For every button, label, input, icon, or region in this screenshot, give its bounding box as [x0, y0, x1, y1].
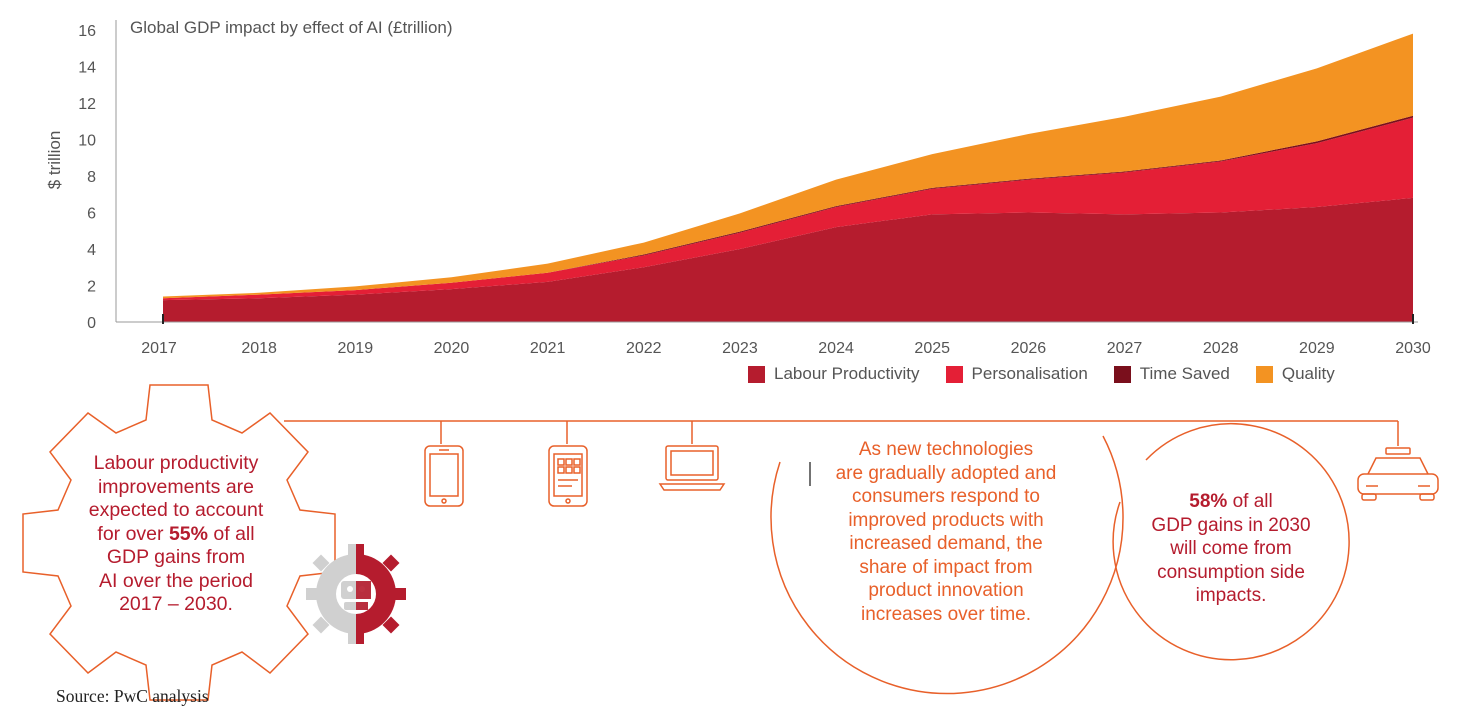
- y-tick-label: 0: [87, 315, 96, 332]
- chart-legend: Labour Productivity Personalisation Time…: [748, 362, 1335, 386]
- text-line: improved products with: [848, 509, 1044, 531]
- y-tick-label: 16: [78, 23, 96, 40]
- x-tick-label: 2023: [722, 340, 758, 357]
- text-line: consumption side: [1157, 561, 1305, 583]
- legend-swatch: [1113, 365, 1131, 383]
- y-tick-label: 2: [87, 279, 96, 296]
- text-line: 58% of all: [1126, 490, 1336, 514]
- laptop-icon: [658, 445, 726, 491]
- text-line: share of impact from: [859, 556, 1033, 578]
- y-axis-label: $ trillion: [45, 131, 64, 190]
- text-line: consumers respond to: [852, 486, 1040, 507]
- x-tick-label: 2025: [914, 340, 950, 357]
- area-labour-productivity: [163, 197, 1413, 322]
- callout-line: expected to account: [88, 499, 264, 521]
- callout-line: improvements are: [97, 475, 255, 498]
- robot-gear-icon: [306, 544, 406, 644]
- x-tick-label: 2030: [1395, 340, 1431, 357]
- y-tick-label: 14: [78, 60, 96, 77]
- text-line: GDP gains in 2030: [1151, 514, 1311, 536]
- legend-swatch: [945, 365, 963, 383]
- legend-item-time-saved: Time Saved: [1113, 364, 1230, 384]
- chart-areas: [163, 33, 1413, 322]
- x-tick-label: 2027: [1107, 340, 1143, 357]
- legend-item-personalisation: Personalisation: [945, 364, 1088, 384]
- y-tick-label: 4: [87, 242, 96, 259]
- gains-highlight: 58%: [1189, 491, 1228, 512]
- x-tick-label: 2028: [1203, 340, 1239, 357]
- callout-text: of all: [207, 522, 255, 545]
- y-tick-label: 10: [78, 133, 96, 150]
- legend-item-quality: Quality: [1255, 364, 1335, 384]
- consumption-gains-text: 58% of all GDP gains in 2030 will come f…: [1126, 490, 1336, 608]
- callout-text: for over: [97, 522, 169, 545]
- legend-item-labour-productivity: Labour Productivity: [748, 364, 920, 384]
- x-tick-label: 2022: [626, 340, 662, 357]
- x-tick-label: 2024: [818, 340, 854, 357]
- callout-line: AI over the period: [99, 569, 253, 592]
- area-personalisation: [163, 117, 1413, 301]
- app-phone-icon: [548, 445, 588, 507]
- x-tick-label: 2019: [338, 340, 374, 357]
- callout-line: 2017 – 2030.: [119, 593, 233, 615]
- product-innovation-text: As new technologies are gradually adopte…: [796, 438, 1096, 626]
- labour-productivity-callout: Labour productivity improvements are exp…: [52, 452, 300, 617]
- car-icon: [1357, 447, 1439, 501]
- text-line: impacts.: [1195, 585, 1267, 606]
- x-tick-label: 2020: [434, 340, 470, 357]
- x-tick-label: 2026: [1011, 340, 1047, 357]
- source-note: Source: PwC analysis: [56, 686, 209, 706]
- x-tick-label: 2021: [530, 340, 566, 357]
- callout-line: for over 55% of all: [52, 523, 300, 547]
- legend-label: Labour Productivity: [774, 364, 920, 383]
- y-tick-labels: 0 2 4 6 8 10 12 14 16: [78, 23, 96, 332]
- chart-axes: [115, 20, 1418, 324]
- x-tick-labels: 2017 2018 2019 2020 2021 2022 2023 2024 2025 2026…: [141, 340, 1431, 357]
- y-tick-label: 12: [78, 96, 96, 113]
- text-line: increased demand, the: [849, 533, 1043, 554]
- text-line: increases over time.: [860, 603, 1031, 625]
- x-tick-label: 2029: [1299, 340, 1335, 357]
- smartphone-icon: [424, 445, 464, 507]
- legend-label: Time Saved: [1139, 364, 1230, 383]
- legend-label: Quality: [1281, 364, 1335, 383]
- area-quality: [163, 33, 1413, 299]
- legend-label: Personalisation: [971, 364, 1088, 383]
- text-line: product innovation: [868, 580, 1024, 601]
- callout-highlight: 55%: [168, 522, 208, 545]
- y-tick-label: 8: [87, 169, 96, 186]
- callout-line: Labour productivity: [93, 452, 259, 474]
- x-tick-label: 2017: [141, 340, 177, 357]
- callout-line: GDP gains from: [106, 546, 246, 568]
- text-segment: of all: [1227, 491, 1273, 512]
- text-line: will come from: [1170, 538, 1292, 559]
- text-line: are gradually adopted and: [835, 462, 1057, 484]
- legend-swatch: [748, 365, 765, 383]
- legend-swatch: [1255, 365, 1273, 383]
- y-tick-label: 6: [87, 206, 96, 223]
- x-tick-label: 2018: [241, 340, 277, 357]
- chart-title: Global GDP impact by effect of AI (£tril…: [130, 18, 453, 37]
- text-line: As new technologies: [858, 439, 1034, 460]
